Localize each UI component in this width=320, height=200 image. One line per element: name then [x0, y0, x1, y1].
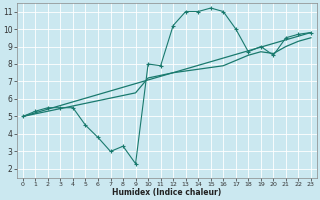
X-axis label: Humidex (Indice chaleur): Humidex (Indice chaleur): [112, 188, 221, 197]
